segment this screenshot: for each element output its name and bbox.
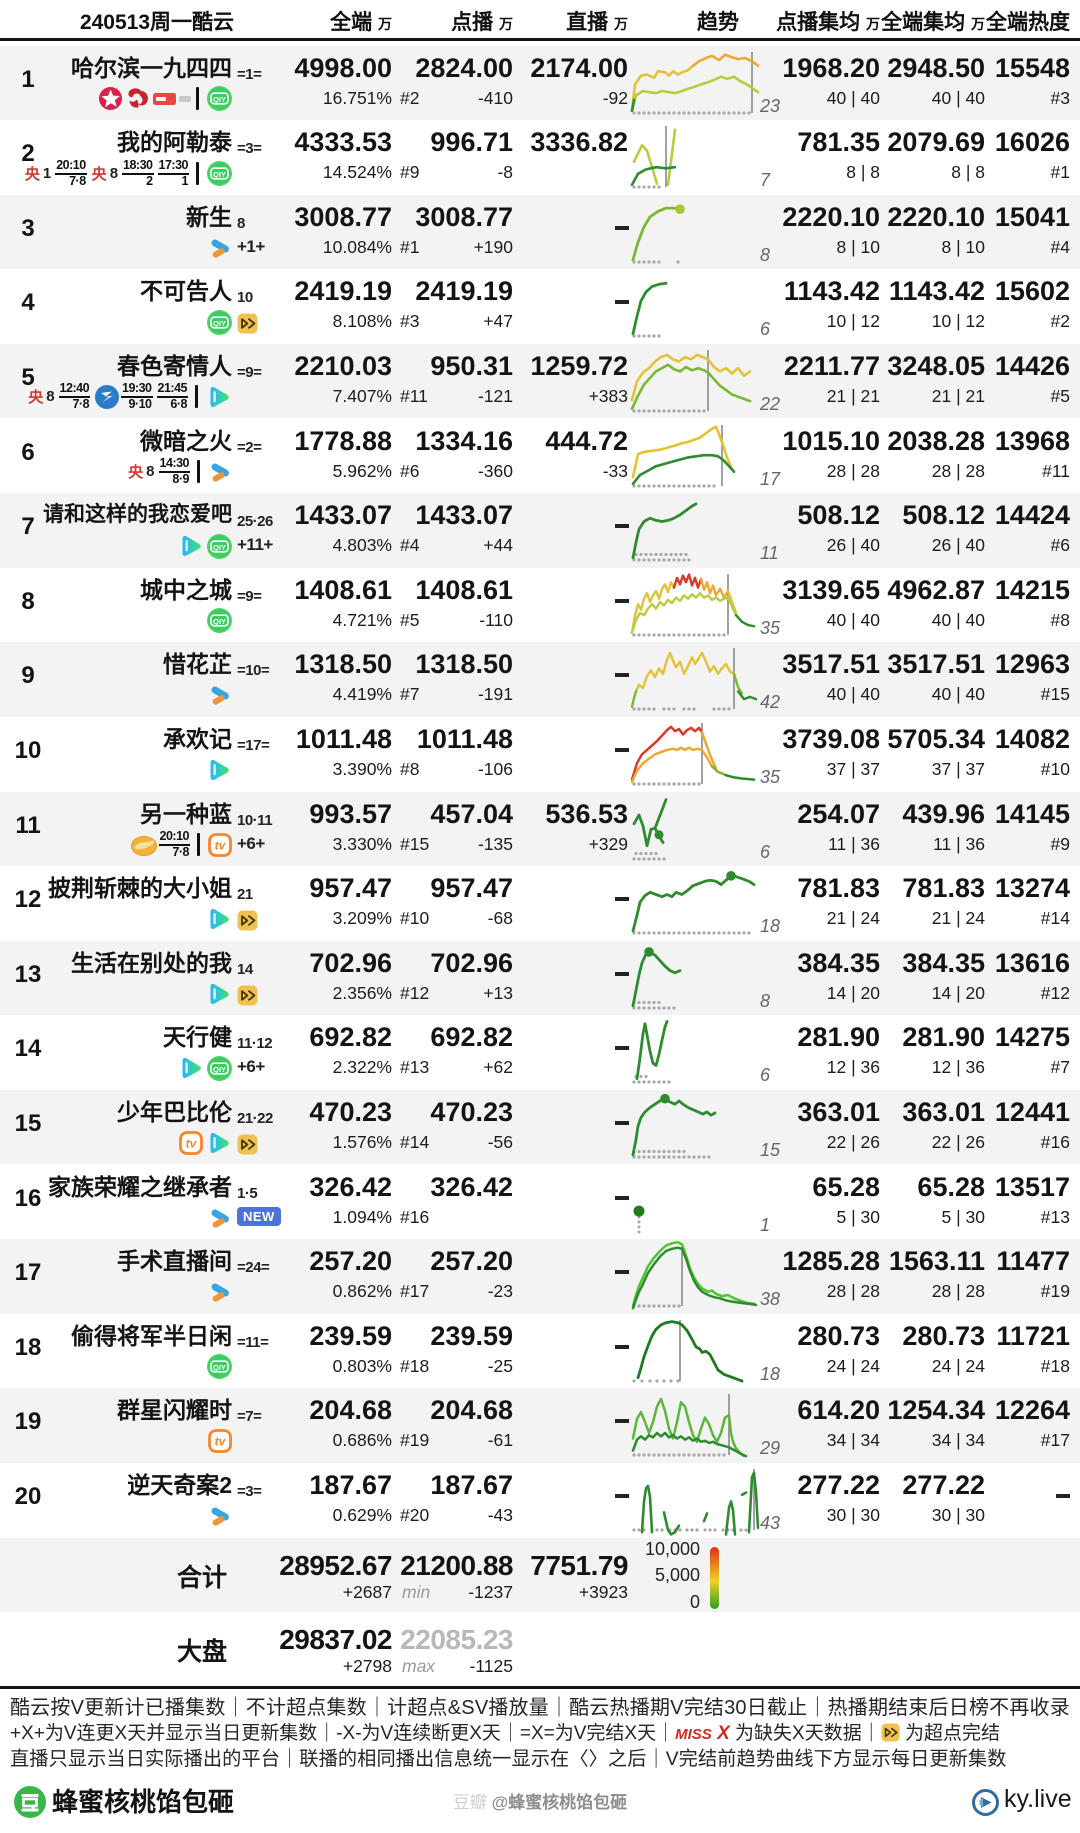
svg-text:QIY: QIY <box>213 169 226 178</box>
svg-text:QIY: QIY <box>213 95 226 104</box>
svg-text:QIY: QIY <box>213 542 226 551</box>
svg-text:QIY: QIY <box>213 1065 226 1074</box>
svg-text:QIY: QIY <box>213 319 226 328</box>
svg-text:QIY: QIY <box>213 617 226 626</box>
svg-text:QIY: QIY <box>213 1363 226 1372</box>
svg-text:tv: tv <box>186 1136 198 1150</box>
svg-text:tv: tv <box>215 838 227 852</box>
svg-text:tv: tv <box>215 1435 227 1449</box>
